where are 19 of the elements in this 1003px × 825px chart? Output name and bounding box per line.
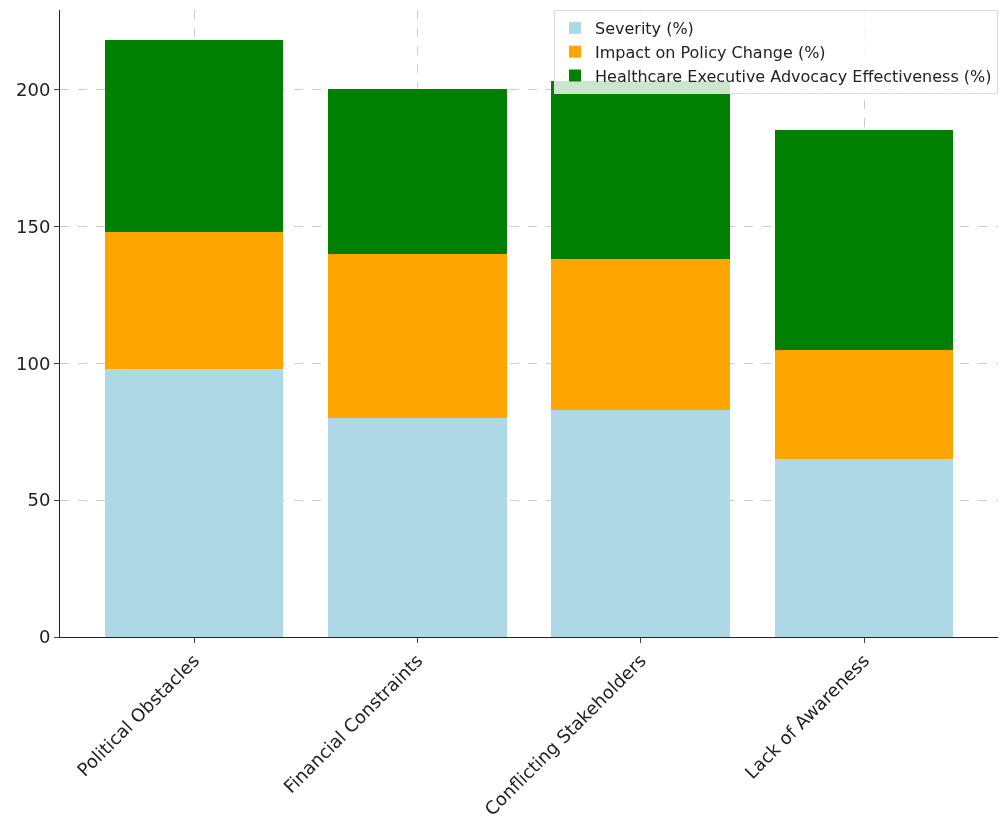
legend-label: Impact on Policy Change (%) [595,42,826,62]
y-tick-label: 150 [16,215,51,237]
bar [774,130,954,350]
bar [551,259,730,410]
bar [104,40,284,232]
bar [774,459,954,637]
bar [328,89,507,254]
y-tick-label: 50 [27,489,51,511]
bar [328,417,507,637]
y-tick-label: 0 [38,626,51,648]
bar [328,253,507,418]
y-tick-label: 100 [16,352,51,374]
bar [104,368,284,637]
y-tick-label: 200 [16,78,51,100]
legend-label: Severity (%) [595,19,694,39]
legend-label: Healthcare Executive Advocacy Effectiveness (%) [595,66,992,86]
bar [774,349,954,460]
bar [551,409,730,637]
bar [104,231,284,369]
